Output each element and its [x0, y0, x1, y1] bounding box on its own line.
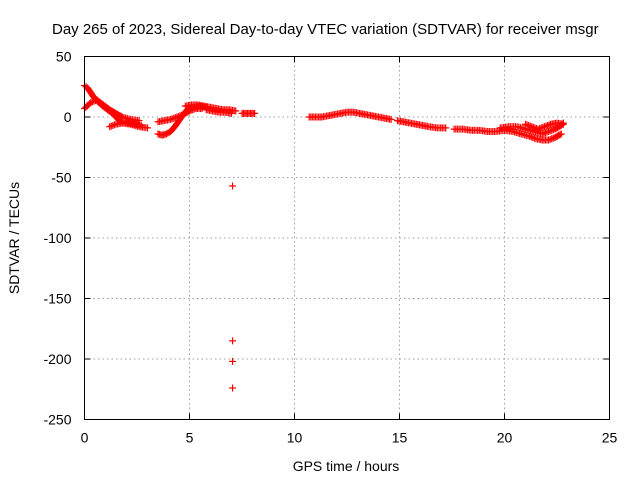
data-point [173, 113, 181, 121]
y-tick-label: -100 [43, 230, 71, 246]
data-point [107, 122, 115, 130]
data-point [557, 130, 565, 138]
data-point [135, 117, 143, 125]
data-point [442, 124, 450, 132]
data-point [387, 115, 395, 123]
data-point [548, 135, 556, 143]
data-point [546, 135, 554, 143]
data-point [229, 384, 237, 392]
x-tick-label: 25 [602, 430, 618, 446]
x-axis-label: GPS time / hours [293, 458, 400, 474]
data-point [527, 133, 535, 141]
x-tick-label: 20 [497, 430, 513, 446]
data-point [539, 123, 547, 131]
data-point [545, 121, 553, 129]
data-point [229, 182, 237, 190]
data-point [167, 115, 175, 123]
data-point [251, 109, 259, 117]
data-point [538, 130, 546, 138]
data-point [109, 121, 117, 129]
data-point [171, 114, 179, 122]
data-point [117, 112, 125, 120]
data-point [545, 128, 553, 136]
data-point [523, 121, 531, 129]
data-point [229, 337, 237, 345]
x-tick-label: 0 [81, 430, 89, 446]
data-point [110, 121, 118, 129]
data-point [534, 125, 542, 133]
data-point [536, 124, 544, 132]
grid [84, 56, 610, 420]
data-point [543, 128, 551, 136]
data-point [544, 121, 552, 129]
data-point [529, 134, 537, 142]
x-tick-label: 15 [392, 430, 408, 446]
chart-title: Day 265 of 2023, Sidereal Day-to-day VTE… [52, 21, 599, 38]
data-point [528, 123, 536, 131]
data-points [81, 82, 567, 392]
y-tick-label: 50 [56, 49, 72, 65]
ticks: 0 5 10 15 20 25 50 0 -50 -100 -150 -200 -250 [43, 49, 617, 446]
y-tick-label: -50 [51, 170, 71, 186]
data-point [174, 112, 182, 120]
y-axis-label: SDTVAR / TECUs [6, 182, 22, 294]
data-point [170, 114, 178, 122]
data-point [526, 122, 534, 130]
data-point [522, 120, 529, 128]
data-point [525, 121, 533, 129]
data-point [559, 120, 567, 128]
data-point [228, 109, 235, 117]
x-tick-label: 5 [186, 430, 194, 446]
data-point [106, 123, 114, 131]
y-tick-label: -150 [43, 291, 71, 307]
data-point [531, 124, 539, 132]
data-point [144, 124, 151, 132]
x-tick-label: 10 [287, 430, 303, 446]
data-point [546, 127, 554, 135]
data-point [88, 98, 96, 106]
y-tick-label: -200 [43, 351, 71, 367]
data-point [540, 123, 548, 131]
data-point [229, 357, 237, 365]
data-point [176, 112, 184, 120]
data-point [537, 124, 545, 132]
data-point [168, 115, 176, 123]
data-point [232, 107, 240, 115]
data-point [526, 132, 534, 140]
data-point [540, 129, 548, 137]
data-point [530, 134, 538, 142]
y-tick-label: 0 [64, 109, 72, 125]
data-point [548, 126, 556, 134]
y-tick-label: -250 [43, 412, 71, 428]
data-point [87, 98, 95, 106]
data-point [545, 136, 553, 144]
data-point [541, 129, 549, 137]
data-point [542, 122, 550, 130]
data-point [529, 123, 537, 131]
data-point [556, 131, 564, 139]
